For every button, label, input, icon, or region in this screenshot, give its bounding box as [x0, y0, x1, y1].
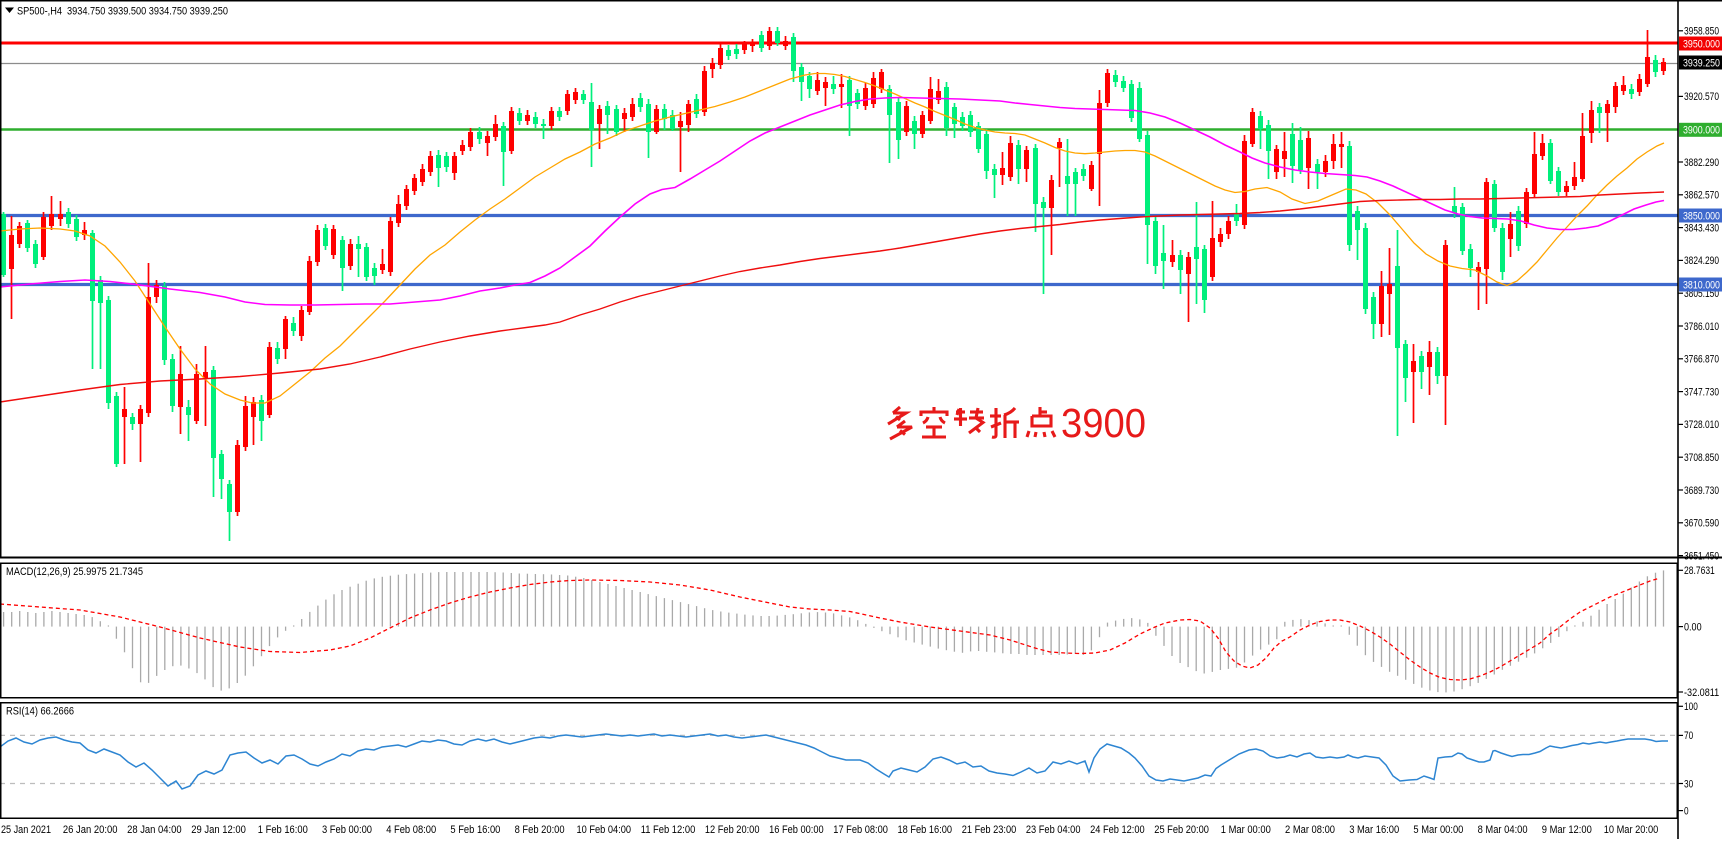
svg-text:28.7631: 28.7631: [1684, 565, 1715, 577]
svg-text:0: 0: [1684, 805, 1689, 817]
svg-text:3728.010: 3728.010: [1684, 419, 1719, 431]
svg-text:3 Feb 00:00: 3 Feb 00:00: [322, 824, 372, 836]
svg-text:3920.570: 3920.570: [1684, 91, 1719, 103]
svg-text:12 Feb 20:00: 12 Feb 20:00: [705, 824, 760, 836]
svg-text:3670.590: 3670.590: [1684, 518, 1719, 530]
svg-text:3810.000: 3810.000: [1683, 279, 1720, 291]
svg-text:17 Feb 08:00: 17 Feb 08:00: [833, 824, 888, 836]
svg-text:23 Feb 04:00: 23 Feb 04:00: [1026, 824, 1081, 836]
svg-text:3850.000: 3850.000: [1683, 210, 1720, 222]
svg-text:3708.850: 3708.850: [1684, 452, 1719, 464]
svg-text:25 Jan 2021: 25 Jan 2021: [1, 824, 51, 836]
svg-text:3747.730: 3747.730: [1684, 386, 1719, 398]
svg-text:3824.290: 3824.290: [1684, 255, 1719, 267]
svg-text:26 Jan 20:00: 26 Jan 20:00: [63, 824, 118, 836]
svg-text:3651.450: 3651.450: [1684, 550, 1719, 562]
svg-text:8 Mar 04:00: 8 Mar 04:00: [1478, 824, 1528, 836]
svg-text:28 Jan 04:00: 28 Jan 04:00: [127, 824, 182, 836]
svg-text:70: 70: [1684, 730, 1693, 742]
svg-text:16 Feb 00:00: 16 Feb 00:00: [769, 824, 824, 836]
svg-text:SP500-,H4 3934.750 3939.500 3: SP500-,H4 3934.750 3939.500 3934.750 393…: [17, 6, 228, 18]
svg-text:30: 30: [1684, 778, 1693, 790]
svg-text:18 Feb 16:00: 18 Feb 16:00: [898, 824, 953, 836]
svg-text:3766.870: 3766.870: [1684, 354, 1719, 366]
svg-text:21 Feb 23:00: 21 Feb 23:00: [962, 824, 1017, 836]
svg-text:100: 100: [1684, 701, 1698, 713]
svg-text:3862.570: 3862.570: [1684, 190, 1719, 202]
svg-text:3843.430: 3843.430: [1684, 222, 1719, 234]
svg-text:3786.010: 3786.010: [1684, 321, 1719, 333]
svg-text:3900.000: 3900.000: [1683, 125, 1720, 137]
svg-text:10 Mar 20:00: 10 Mar 20:00: [1604, 824, 1659, 836]
svg-text:11 Feb 12:00: 11 Feb 12:00: [641, 824, 696, 836]
svg-text:RSI(14) 66.2666: RSI(14) 66.2666: [6, 706, 74, 718]
svg-text:1 Feb 16:00: 1 Feb 16:00: [258, 824, 308, 836]
svg-text:3882.290: 3882.290: [1684, 157, 1719, 169]
svg-text:3689.730: 3689.730: [1684, 485, 1719, 497]
svg-text:3950.000: 3950.000: [1683, 38, 1720, 50]
svg-text:3 Mar 16:00: 3 Mar 16:00: [1349, 824, 1399, 836]
svg-text:1 Mar 00:00: 1 Mar 00:00: [1221, 824, 1271, 836]
svg-text:5 Feb 16:00: 5 Feb 16:00: [450, 824, 500, 836]
svg-text:3900: 3900: [1061, 400, 1146, 446]
svg-text:5 Mar 00:00: 5 Mar 00:00: [1413, 824, 1463, 836]
svg-text:3939.250: 3939.250: [1683, 57, 1720, 69]
svg-text:10 Feb 04:00: 10 Feb 04:00: [577, 824, 632, 836]
svg-text:4 Feb 08:00: 4 Feb 08:00: [386, 824, 436, 836]
svg-text:24 Feb 12:00: 24 Feb 12:00: [1090, 824, 1145, 836]
svg-text:29 Jan 12:00: 29 Jan 12:00: [191, 824, 246, 836]
svg-text:8 Feb 20:00: 8 Feb 20:00: [515, 824, 565, 836]
svg-text:2 Mar 08:00: 2 Mar 08:00: [1285, 824, 1335, 836]
svg-text:MACD(12,26,9) 25.9975 21.7345: MACD(12,26,9) 25.9975 21.7345: [6, 566, 143, 578]
svg-text:25 Feb 20:00: 25 Feb 20:00: [1154, 824, 1209, 836]
svg-text:0.00: 0.00: [1684, 621, 1702, 633]
svg-text:-32.0811: -32.0811: [1684, 687, 1719, 699]
svg-text:9 Mar 12:00: 9 Mar 12:00: [1542, 824, 1592, 836]
svg-text:3958.850: 3958.850: [1684, 26, 1719, 38]
